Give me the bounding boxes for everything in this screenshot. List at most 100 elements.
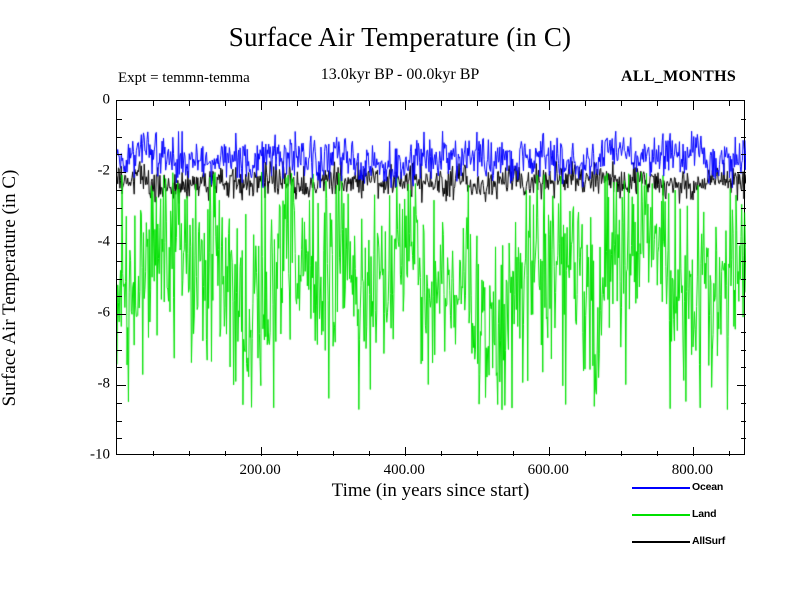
page-title: Surface Air Temperature (in C)	[228, 22, 572, 52]
axis-tick	[737, 243, 746, 244]
legend: Ocean Land AllSurf	[632, 481, 792, 562]
axis-tick	[741, 208, 746, 209]
axis-tick	[117, 385, 126, 386]
axis-tick	[117, 190, 122, 191]
axis-tick	[441, 101, 442, 106]
axis-tick	[741, 154, 746, 155]
plot-area	[116, 100, 746, 456]
axis-tick	[621, 101, 622, 106]
axis-tick	[549, 447, 550, 456]
axis-tick	[117, 438, 122, 439]
y-tick-label: 0	[102, 91, 111, 108]
legend-label: Land	[692, 508, 717, 520]
y-tick-label: -8	[97, 375, 111, 392]
axis-tick	[585, 451, 586, 456]
axis-tick	[741, 119, 746, 120]
axis-tick	[729, 101, 730, 106]
axis-tick	[741, 261, 746, 262]
axis-tick	[741, 367, 746, 368]
axis-tick	[741, 137, 746, 138]
axis-tick	[693, 447, 694, 456]
axis-tick	[737, 314, 746, 315]
axis-tick	[261, 101, 262, 110]
legend-label: AllSurf	[692, 535, 726, 547]
y-tick-label: -6	[97, 304, 111, 321]
axis-tick	[741, 332, 746, 333]
axis-tick	[585, 101, 586, 106]
axis-tick	[189, 101, 190, 106]
x-tick-label: 800.00	[671, 462, 714, 478]
axis-tick	[153, 451, 154, 456]
axis-tick	[117, 403, 122, 404]
axis-tick	[117, 350, 122, 351]
legend-item: Ocean	[632, 481, 792, 508]
axis-tick	[693, 101, 694, 110]
axis-tick	[741, 350, 746, 351]
axis-tick	[261, 447, 262, 456]
axis-tick	[741, 438, 746, 439]
axis-tick	[189, 451, 190, 456]
axis-tick	[333, 451, 334, 456]
axis-tick	[117, 172, 126, 173]
axis-tick	[513, 101, 514, 106]
axis-tick	[741, 190, 746, 191]
legend-color-swatch	[632, 514, 690, 516]
x-tick-label: 600.00	[527, 462, 569, 478]
axis-tick	[477, 451, 478, 456]
axis-tick	[477, 101, 478, 106]
axis-tick	[117, 332, 122, 333]
series-canvas	[117, 101, 746, 456]
axis-tick	[333, 101, 334, 106]
experiment-label: Expt = temmn-temma	[118, 70, 250, 86]
axis-tick	[741, 296, 746, 297]
legend-item: AllSurf	[632, 535, 792, 562]
axis-tick	[405, 447, 406, 456]
axis-tick	[513, 451, 514, 456]
axis-tick	[117, 225, 122, 226]
axis-tick	[117, 243, 126, 244]
axis-tick	[549, 101, 550, 110]
axis-tick	[737, 172, 746, 173]
axis-tick	[117, 261, 122, 262]
axis-tick	[225, 101, 226, 106]
y-tick-label: -4	[97, 233, 111, 250]
axis-tick	[117, 314, 126, 315]
axis-tick	[741, 279, 746, 280]
legend-label: Ocean	[692, 481, 724, 493]
axis-tick	[117, 421, 122, 422]
axis-tick	[657, 101, 658, 106]
axis-tick	[117, 296, 122, 297]
axis-tick	[225, 451, 226, 456]
period-label: 13.0kyr BP - 00.0kyr BP	[320, 66, 480, 83]
axis-tick	[117, 208, 122, 209]
axis-tick	[621, 451, 622, 456]
x-tick-label: 200.00	[239, 462, 281, 478]
axis-tick	[741, 421, 746, 422]
axis-tick	[369, 451, 370, 456]
axis-tick	[117, 119, 122, 120]
legend-color-swatch	[632, 487, 690, 489]
axis-tick	[657, 451, 658, 456]
axis-tick	[729, 451, 730, 456]
axis-tick	[405, 101, 406, 110]
y-axis-label: Surface Air Temperature (in C)	[0, 169, 20, 407]
legend-item: Land	[632, 508, 792, 535]
axis-tick	[117, 154, 122, 155]
axis-tick	[117, 137, 122, 138]
axis-tick	[741, 403, 746, 404]
axis-tick	[441, 451, 442, 456]
axis-tick	[737, 385, 746, 386]
axis-tick	[117, 279, 122, 280]
x-tick-label: 400.00	[383, 462, 425, 478]
axis-tick	[153, 101, 154, 106]
axis-tick	[741, 225, 746, 226]
y-tick-label: -2	[97, 162, 111, 179]
y-tick-label: -10	[90, 446, 110, 463]
axis-tick	[117, 367, 122, 368]
legend-color-swatch	[632, 541, 690, 543]
y-axis-ticks: 0 -2 -4 -6 -8 -10	[60, 92, 111, 463]
axis-tick	[297, 451, 298, 456]
x-axis-ticks: 200.00 400.00 600.00 800.00	[116, 458, 745, 484]
axis-tick	[369, 101, 370, 106]
